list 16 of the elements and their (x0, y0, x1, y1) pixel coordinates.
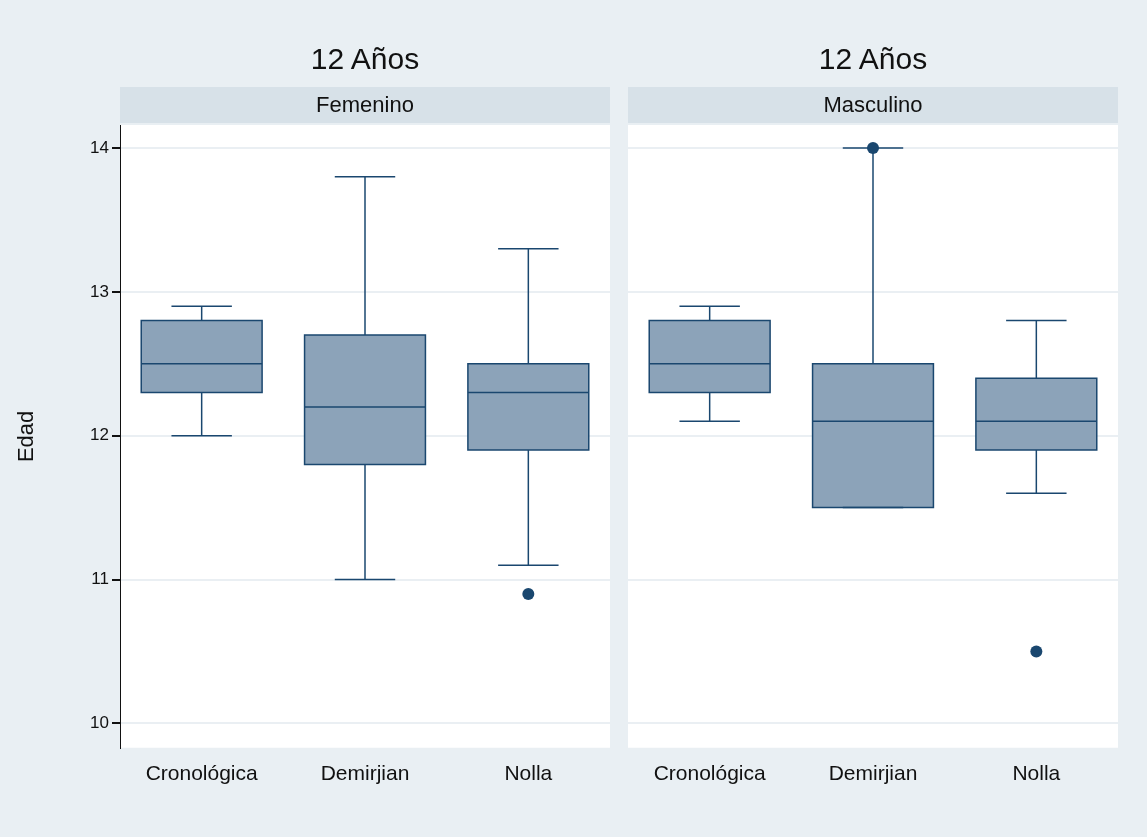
chart-subtitle: Femenino (120, 87, 610, 123)
x-tick-label: Nolla (504, 761, 553, 785)
x-tick-label: Demirjian (828, 761, 918, 785)
y-tick-label: 10 (90, 713, 109, 733)
y-tick-label: 12 (90, 425, 109, 445)
chart-title: 12 Años (309, 42, 421, 76)
chart-subtitle: Masculino (628, 87, 1118, 123)
y-tick-label: 13 (90, 281, 109, 301)
y-tick-label: 14 (90, 137, 109, 157)
chart-title: 12 Años (817, 42, 929, 76)
x-tick-label: Cronológica (145, 761, 259, 785)
x-tick-label: Demirjian (320, 761, 410, 785)
x-tick-label: Cronológica (653, 761, 767, 785)
y-tick-label: 11 (91, 569, 109, 589)
y-axis-title: Edad (13, 410, 39, 463)
x-tick-label: Nolla (1012, 761, 1061, 785)
